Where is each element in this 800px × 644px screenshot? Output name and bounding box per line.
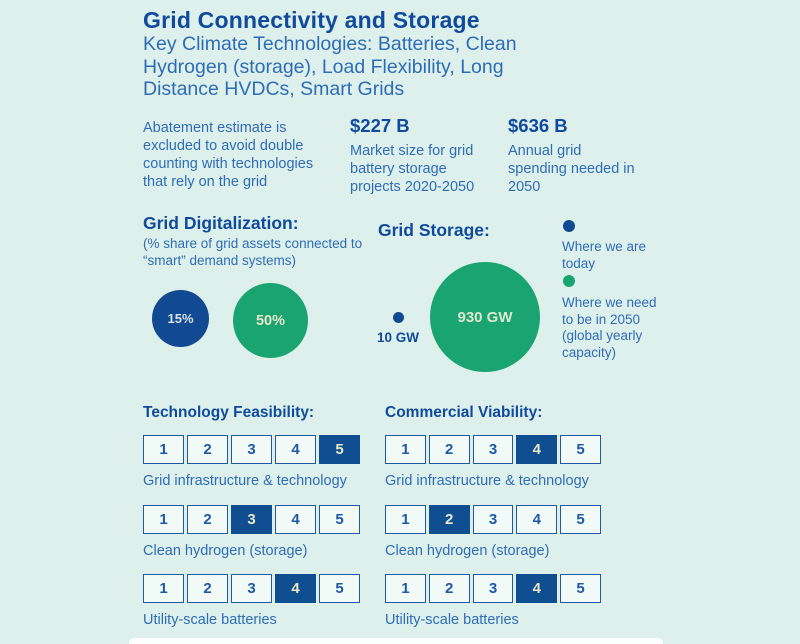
scale-cell-1: 1: [385, 505, 426, 534]
scale-cell-2: 2: [187, 435, 228, 464]
scale-cell-1: 1: [385, 435, 426, 464]
scale-cell-3: 3: [231, 505, 272, 534]
next-section-card-edge: [129, 638, 663, 644]
legend-target-dot: [563, 275, 575, 287]
stat-annual-spending: $636 B Annual grid spending needed in 20…: [508, 115, 638, 196]
storage-today-dot: [393, 312, 404, 323]
scale-cell-4: 4: [516, 505, 558, 534]
scale-cell-3: 3: [231, 435, 272, 464]
scale-cell-4: 4: [275, 574, 316, 603]
scale-cell-2: 2: [428, 574, 470, 603]
abatement-note: Abatement estimate is excluded to avoid …: [143, 120, 314, 190]
scale-cell-4: 4: [275, 505, 316, 534]
scale-cell-2: 2: [187, 574, 228, 603]
stat-label: Annual grid spending needed in 2050: [508, 143, 635, 195]
legend-target-label: Where we need to be in 2050 (global year…: [562, 295, 657, 360]
scale-cell-2: 2: [187, 505, 228, 534]
bubble-value: 930 GW: [457, 308, 513, 326]
scale-cell-2: 2: [428, 505, 470, 534]
scale-cell-3: 3: [472, 574, 514, 603]
grid-storage-heading: Grid Storage:: [378, 220, 490, 240]
scale-cell-5: 5: [560, 435, 601, 464]
page-subtitle: Key Climate Technologies: Batteries, Cle…: [143, 33, 517, 100]
scale-cell-1: 1: [143, 505, 184, 534]
scale-cell-3: 3: [472, 505, 514, 534]
bubble-value: 50%: [255, 312, 286, 329]
stat-label: Market size for grid battery storage pro…: [350, 143, 475, 195]
scale-cell-5: 5: [319, 505, 360, 534]
scale-cell-1: 1: [143, 435, 184, 464]
scale-cell-5: 5: [319, 435, 360, 464]
scale-cell-1: 1: [143, 574, 184, 603]
rating-scale-label: Clean hydrogen (storage): [143, 543, 308, 559]
legend-today-label: Where we are today: [562, 239, 647, 271]
page-title: Grid Connectivity and Storage: [143, 7, 480, 33]
technology-feasibility-heading: Technology Feasibility:: [143, 404, 315, 421]
rating-scale-label: Clean hydrogen (storage): [385, 543, 550, 559]
rating-scale-label: Grid infrastructure & technology: [143, 473, 347, 489]
scale-cell-2: 2: [428, 435, 470, 464]
grid-digitalization-note: (% share of grid assets connected to “sm…: [143, 236, 363, 268]
digitalization-today-bubble: 15%: [152, 290, 209, 347]
stat-market-size: $227 B Market size for grid battery stor…: [350, 115, 495, 196]
storage-today-value: 10 GW: [376, 330, 419, 345]
rating-scale-label: Utility-scale batteries: [143, 612, 277, 628]
rating-scale-label: Utility-scale batteries: [385, 612, 519, 628]
scale-cell-5: 5: [319, 574, 360, 603]
scale-cell-4: 4: [516, 435, 558, 464]
scale-cell-5: 5: [560, 574, 601, 603]
scale-cell-5: 5: [560, 505, 601, 534]
stat-value: $636 B: [508, 115, 568, 136]
commercial-viability-heading: Commercial Viability:: [385, 404, 543, 421]
bubble-value: 15%: [167, 311, 194, 326]
scale-cell-4: 4: [275, 435, 316, 464]
scale-cell-3: 3: [472, 435, 514, 464]
stat-value: $227 B: [350, 115, 410, 136]
digitalization-target-bubble: 50%: [233, 283, 308, 358]
scale-cell-1: 1: [385, 574, 426, 603]
storage-target-bubble: 930 GW: [430, 262, 540, 372]
scale-cell-3: 3: [231, 574, 272, 603]
legend-today-dot: [563, 220, 575, 232]
scale-cell-4: 4: [516, 574, 558, 603]
grid-digitalization-heading: Grid Digitalization:: [143, 213, 299, 233]
rating-scale-label: Grid infrastructure & technology: [385, 473, 589, 489]
